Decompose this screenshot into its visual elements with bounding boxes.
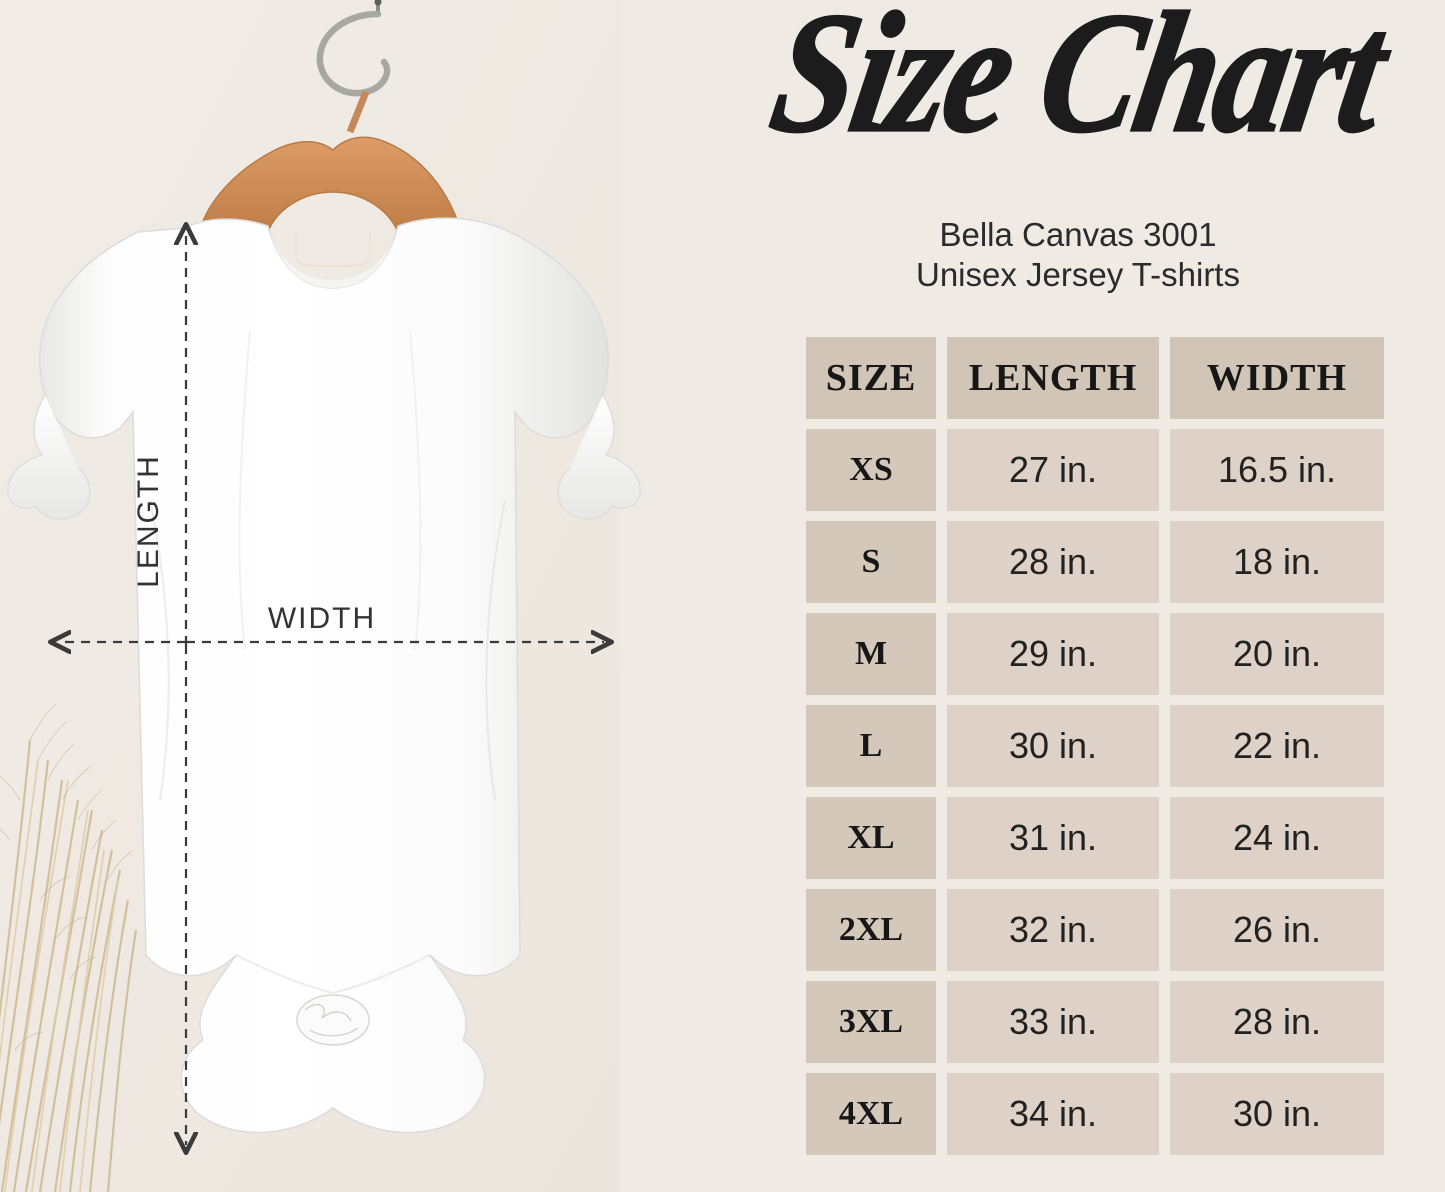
svg-text:WIDTH: WIDTH [268,602,376,635]
svg-text:LENGTH: LENGTH [132,454,165,588]
